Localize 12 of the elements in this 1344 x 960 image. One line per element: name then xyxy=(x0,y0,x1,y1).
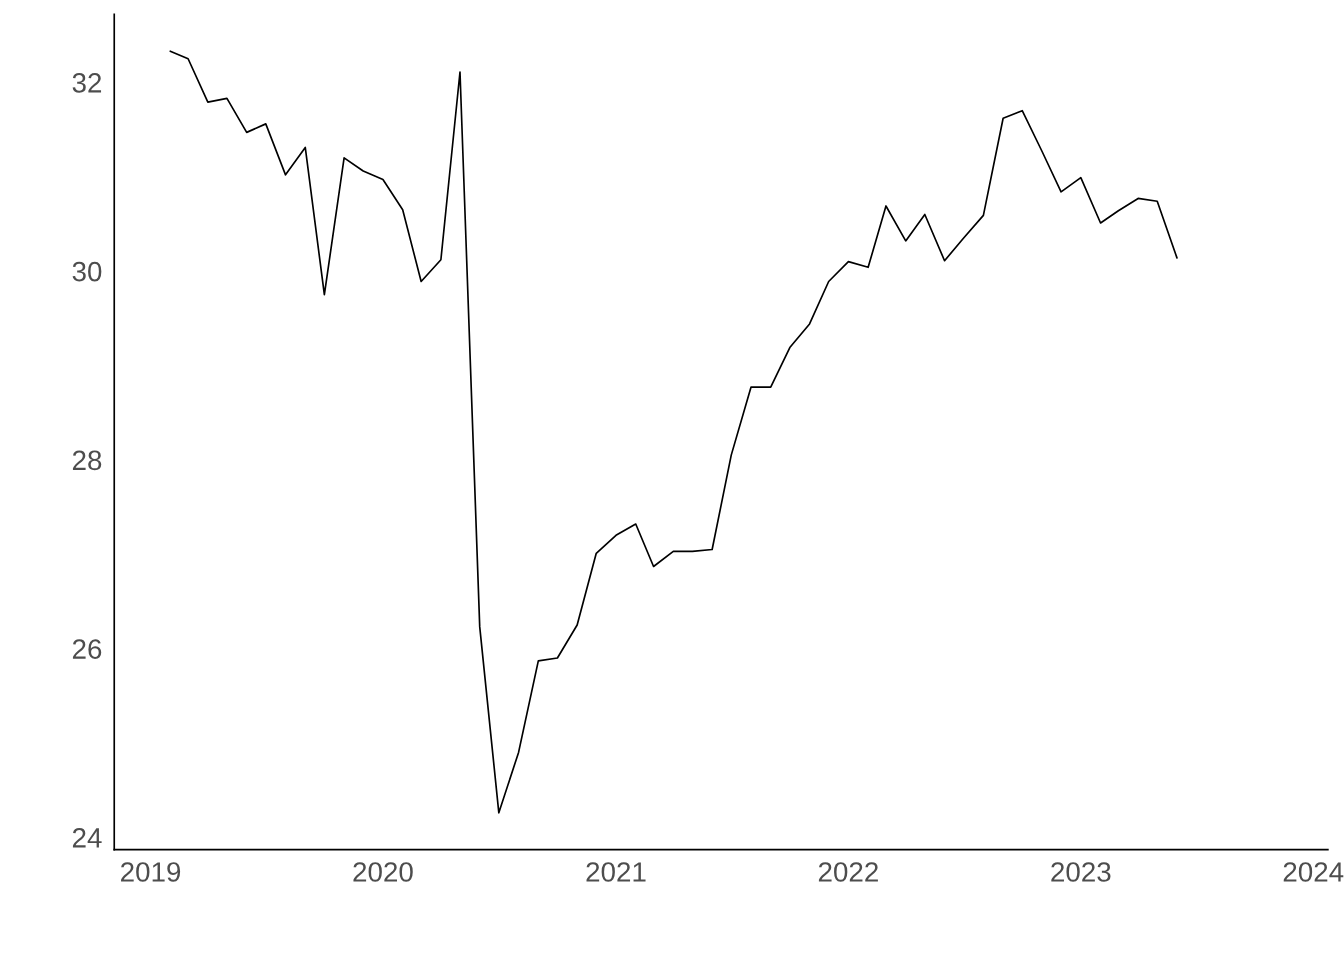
x-tick-label: 2021 xyxy=(586,862,646,882)
x-tick-label: 2024 xyxy=(1283,862,1344,882)
x-tick-label: 2022 xyxy=(818,862,878,882)
y-tick-label: 24 xyxy=(72,828,102,848)
y-tick-label: 30 xyxy=(72,261,102,282)
y-tick-label: 32 xyxy=(72,73,102,93)
y-tick-label: 28 xyxy=(72,450,102,471)
x-tick-label: 2020 xyxy=(353,862,413,882)
x-tick-label: 2019 xyxy=(121,862,181,882)
x-tick-label: 2023 xyxy=(1051,862,1111,882)
line-series xyxy=(169,50,1178,814)
y-tick-label: 26 xyxy=(72,639,102,659)
